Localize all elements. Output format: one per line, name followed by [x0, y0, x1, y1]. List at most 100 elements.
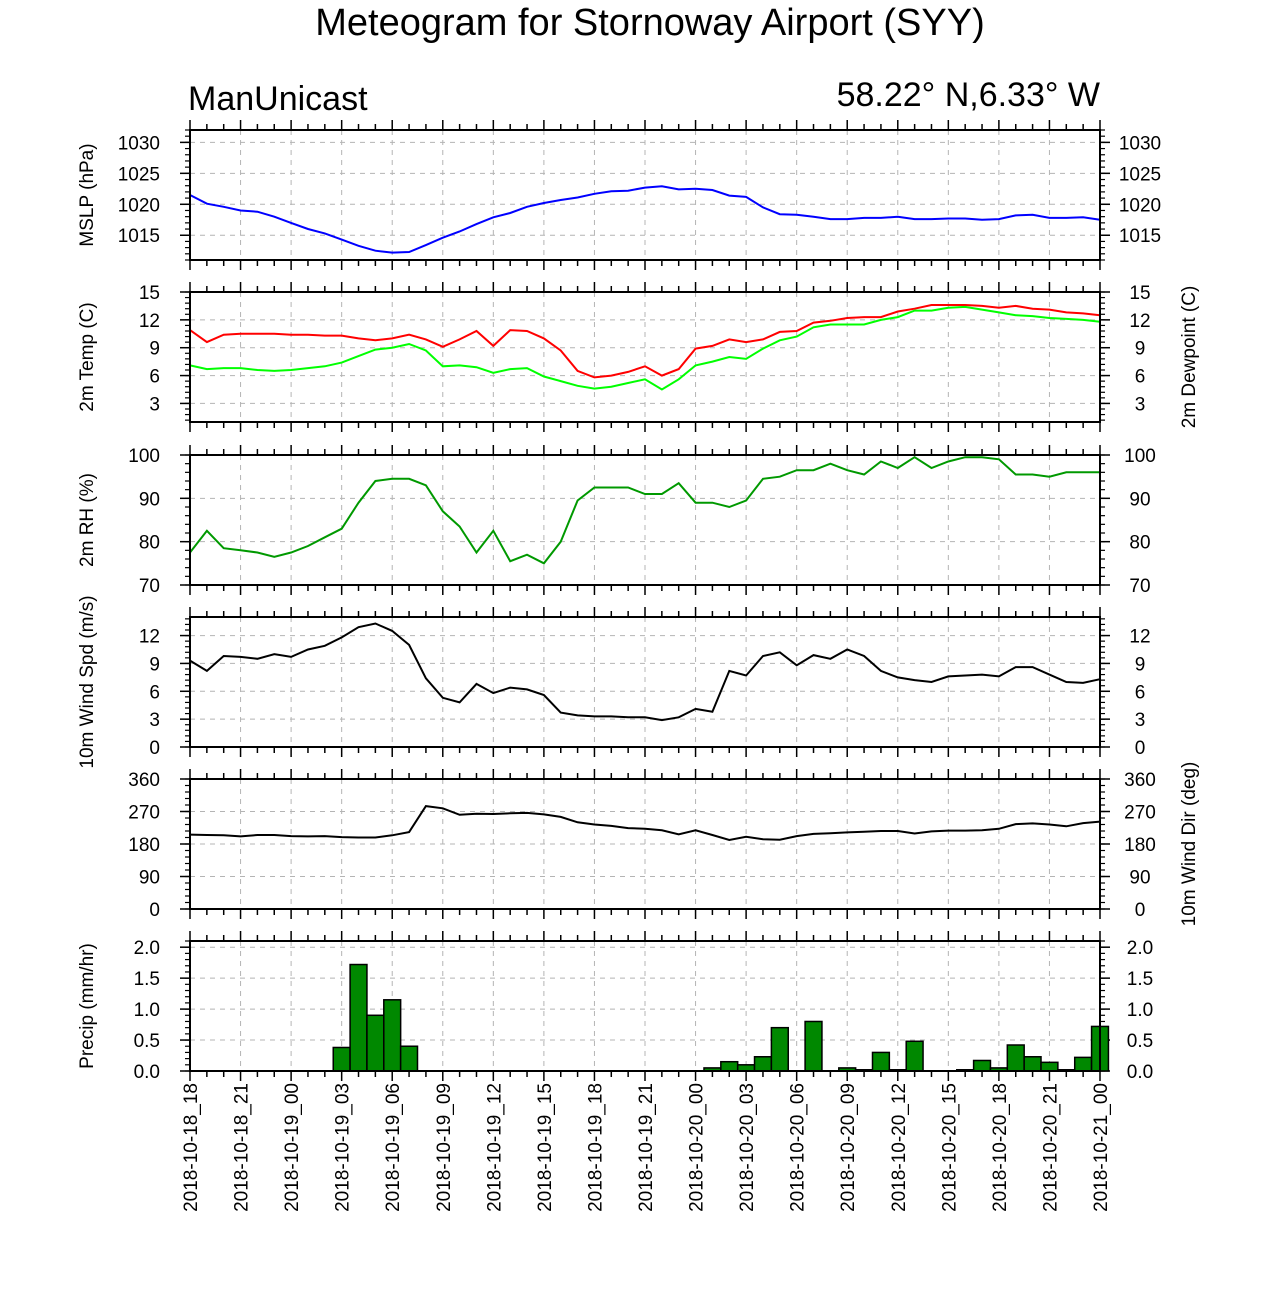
precip-bar	[871, 1051, 891, 1072]
y-tick-label-right: 360	[1124, 770, 1156, 791]
x-tick-label: 2018-10-18_21	[232, 1083, 253, 1212]
x-tick-label: 2018-10-20_18	[990, 1083, 1011, 1212]
x-tick-label: 2018-10-19_00	[282, 1083, 303, 1212]
y-tick-label-left: 1.5	[134, 969, 160, 990]
y-axis-label-left: MSLP (hPa)	[77, 143, 98, 246]
y-axis-label-left: 10m Wind Spd (m/s)	[77, 595, 98, 768]
series-line-mslp	[189, 185, 1101, 254]
y-tick-label-left: 9	[149, 654, 160, 675]
panel-frame	[189, 291, 1101, 423]
y-tick-label-right: 1.0	[1127, 1000, 1153, 1021]
panel-2: 3 3 6 6 9 9 12 12 15 15 2m Temp (C) 2m Dewpoint (C)	[77, 282, 1200, 432]
y-tick-label-left: 0	[149, 900, 160, 921]
y-tick-label-left: 3	[149, 394, 160, 415]
y-tick-label-left: 0.0	[134, 1062, 160, 1083]
y-tick-label-left: 15	[139, 283, 160, 304]
y-tick-label-left: 80	[139, 533, 160, 554]
y-tick-label-right: 1025	[1119, 164, 1161, 185]
x-tick-label: 2018-10-19_21	[636, 1083, 657, 1212]
x-tick-label: 2018-10-20_06	[788, 1083, 809, 1212]
y-tick-label-right: 0.0	[1127, 1062, 1153, 1083]
y-tick-label-right: 1030	[1119, 133, 1161, 154]
y-tick-label-right: 1.5	[1127, 969, 1153, 990]
y-tick-label-left: 360	[128, 770, 160, 791]
precip-bar	[349, 963, 368, 1072]
chart-title: Meteogram for Stornoway Airport (SYY)	[315, 2, 985, 44]
y-axis-label-right: 2m Dewpoint (C)	[1179, 286, 1200, 429]
panel-5: 0 0 90 90 180 180 270 270 360 360 10m Wind Dir (de…	[128, 762, 1200, 927]
precip-bar	[332, 1046, 351, 1072]
y-tick-label-left: 270	[128, 803, 160, 824]
y-tick-label-right: 9	[1135, 339, 1146, 360]
precip-bar	[770, 1026, 789, 1072]
y-tick-label-right: 180	[1124, 835, 1156, 856]
y-axis-label-left: 2m Temp (C)	[77, 302, 98, 411]
x-tick-label: 2018-10-19_12	[484, 1083, 505, 1212]
y-tick-label-right: 12	[1129, 627, 1150, 648]
series-line-dewpoint	[189, 305, 1101, 391]
y-tick-label-right: 1015	[1119, 226, 1161, 247]
panel-4: 0 0 3 3 6 6 9 9 12 12 10m Wind Spd (m/s)	[77, 595, 1151, 768]
panel-frame	[189, 940, 1101, 1072]
series-line-rh	[189, 456, 1100, 565]
series-line-wind	[189, 622, 1101, 722]
x-tick-label: 2018-10-19_03	[333, 1083, 354, 1212]
precip-bar	[1040, 1061, 1059, 1072]
x-tick-label: 2018-10-19_18	[585, 1083, 606, 1212]
x-tick-label: 2018-10-20_00	[687, 1083, 708, 1212]
precip-bar	[804, 1020, 823, 1072]
panel-frame	[189, 616, 1101, 748]
panel-3: 70 70 80 80 90 90 100 100 2m RH (%)	[77, 445, 1156, 597]
x-tick-label: 2018-10-20_12	[889, 1083, 910, 1212]
y-axis-label-right: 10m Wind Dir (deg)	[1179, 762, 1200, 927]
y-tick-label-right: 3	[1135, 710, 1146, 731]
precip-bar	[753, 1056, 773, 1072]
y-axis-label-left: 2m RH (%)	[77, 473, 98, 567]
y-tick-label-left: 9	[149, 339, 160, 360]
y-tick-label-left: 3	[149, 710, 160, 731]
x-tick-label: 2018-10-20_21	[1040, 1083, 1061, 1212]
precip-bar	[366, 1014, 385, 1072]
y-axis-label-left: Precip (mm/hr)	[77, 943, 98, 1069]
y-tick-label-right: 100	[1124, 446, 1156, 467]
precip-bar	[383, 999, 402, 1072]
x-tick-label: 2018-10-20_03	[737, 1083, 758, 1212]
precip-bar	[972, 1059, 992, 1072]
precip-bar	[1006, 1044, 1025, 1072]
y-tick-label-left: 90	[139, 868, 160, 889]
y-tick-label-right: 12	[1129, 311, 1150, 332]
y-tick-label-left: 1020	[118, 195, 160, 216]
y-tick-label-right: 3	[1135, 394, 1146, 415]
location-coordinates: 58.22° N,6.33° W	[836, 76, 1100, 114]
precip-bar	[1023, 1056, 1042, 1072]
y-tick-label-right: 6	[1135, 367, 1146, 388]
y-tick-label-left: 180	[128, 835, 160, 856]
x-tick-label: 2018-10-21_00	[1091, 1083, 1112, 1212]
series-line-temp	[189, 304, 1101, 379]
y-tick-label-right: 9	[1135, 654, 1146, 675]
y-tick-label-right: 0.5	[1127, 1031, 1153, 1052]
y-tick-label-right: 1020	[1119, 195, 1161, 216]
y-tick-label-right: 6	[1135, 682, 1146, 703]
y-tick-label-left: 6	[149, 367, 160, 388]
panel-frame	[189, 129, 1101, 261]
y-tick-label-right: 90	[1129, 489, 1150, 510]
panel-frame	[189, 454, 1101, 586]
x-tick-label: 2018-10-20_09	[838, 1083, 859, 1212]
y-tick-label-left: 6	[149, 682, 160, 703]
precip-bar	[720, 1060, 739, 1072]
y-tick-label-left: 0	[149, 738, 160, 759]
y-tick-label-right: 0	[1135, 738, 1146, 759]
series-line-wind	[189, 805, 1101, 842]
y-tick-label-right: 80	[1129, 533, 1150, 554]
y-tick-label-right: 2.0	[1127, 938, 1153, 959]
precip-bar	[905, 1040, 924, 1072]
panel-6: 0.0 0.0 0.5 0.5 1.0 1.0 1.5 1.5 2.0 2.0 Precip (mm…	[77, 931, 1153, 1083]
x-tick-label: 2018-10-19_15	[535, 1083, 556, 1212]
x-tick-label: 2018-10-20_15	[939, 1083, 960, 1212]
x-tick-label: 2018-10-18_18	[181, 1083, 202, 1212]
y-tick-label-left: 90	[139, 489, 160, 510]
y-tick-label-left: 12	[139, 311, 160, 332]
panel-1: 1015 1015 1020 1020 1025 1025 1030 1030 MSLP (hP…	[77, 120, 1161, 270]
